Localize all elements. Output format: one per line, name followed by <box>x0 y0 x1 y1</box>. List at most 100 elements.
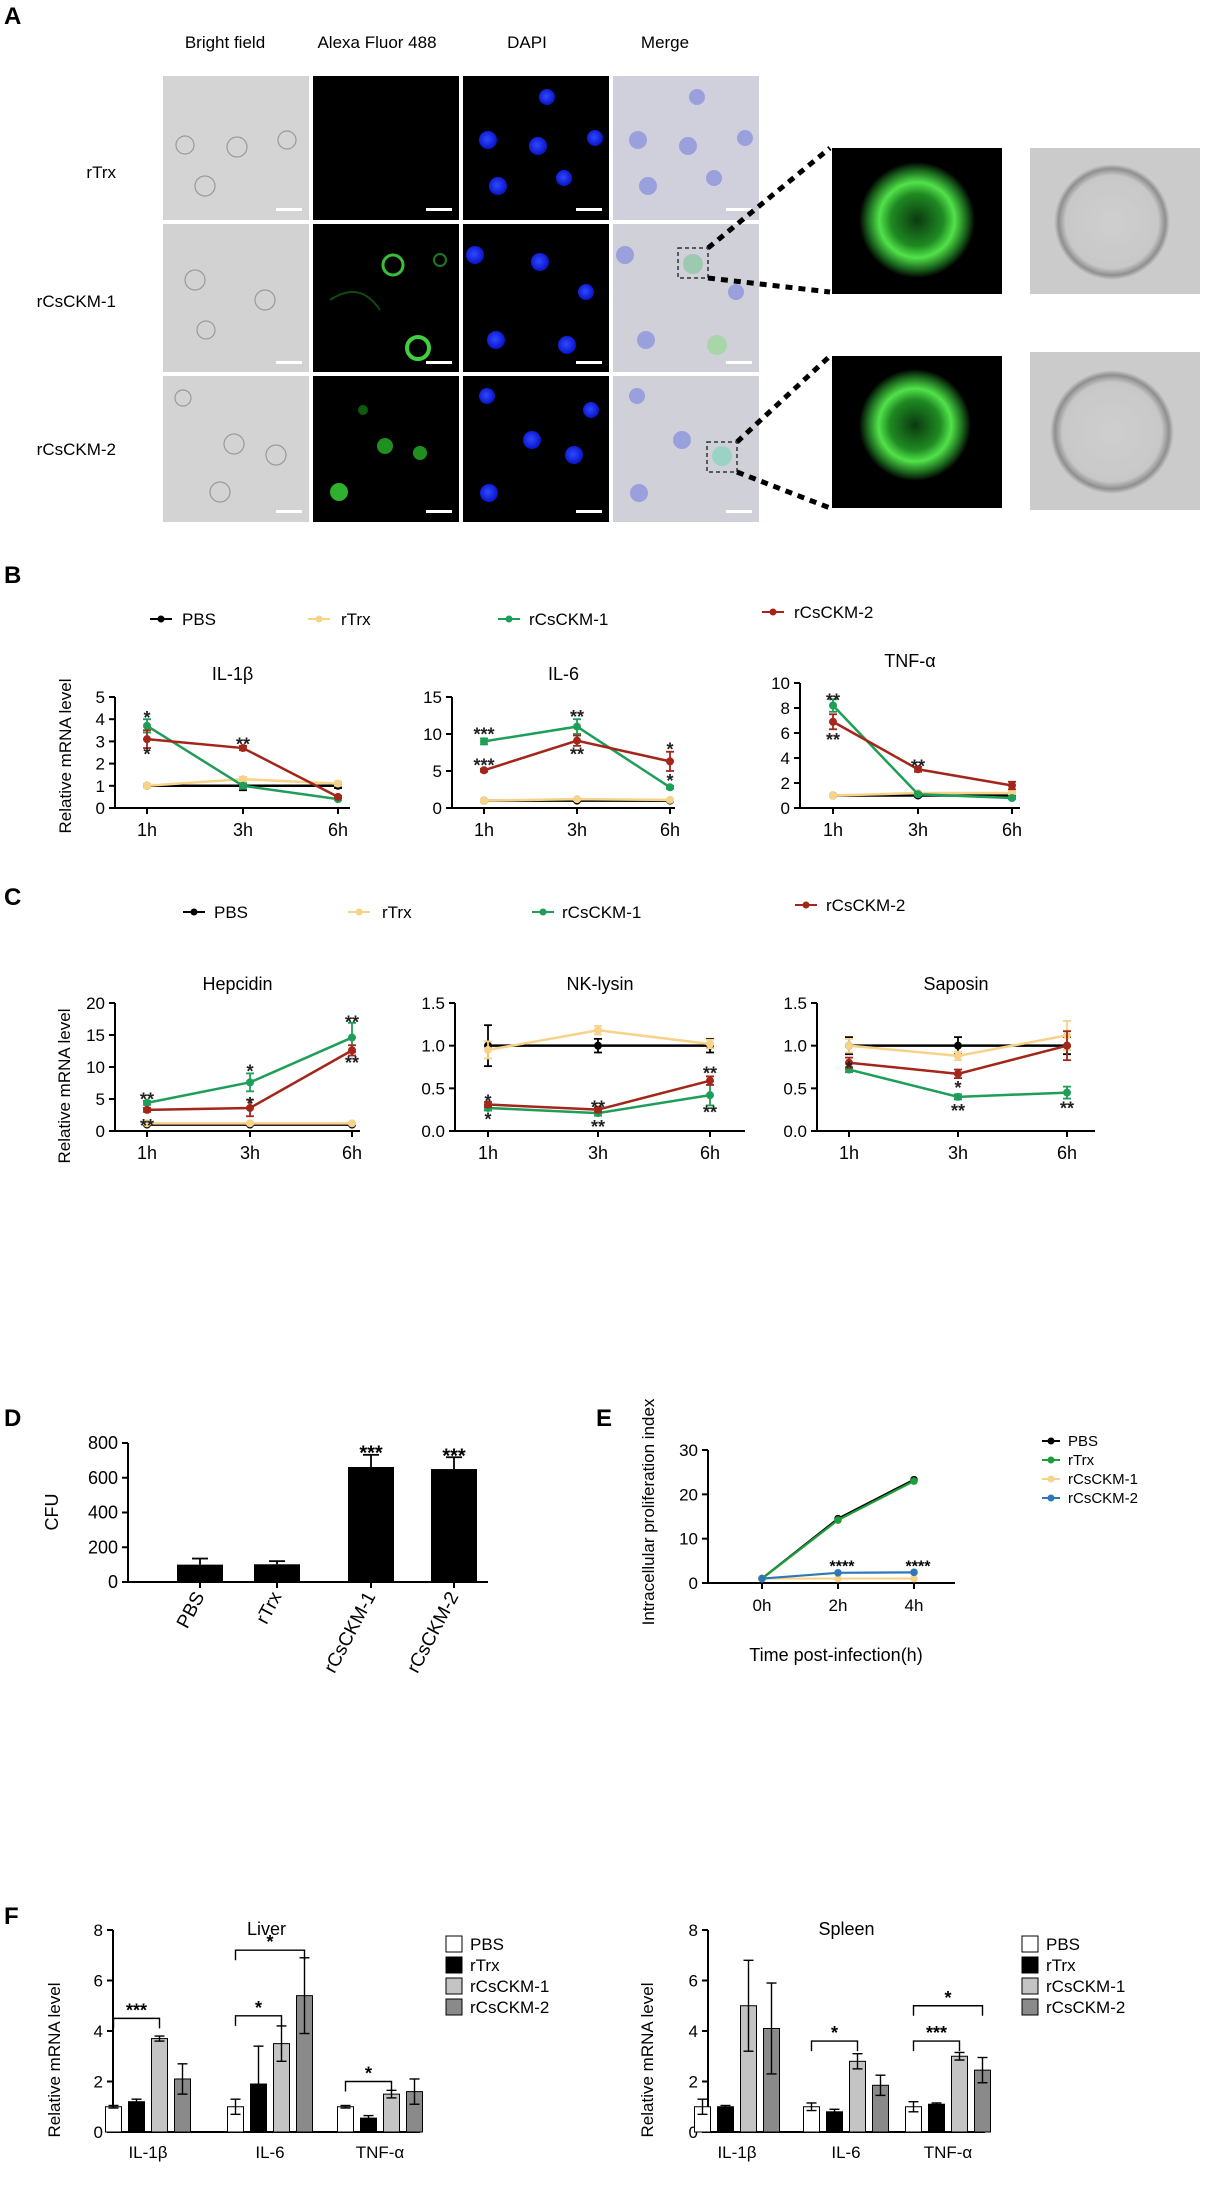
bar-rtrx <box>128 2101 145 2133</box>
significance-label: ** <box>591 1117 605 1137</box>
x-tick-label: 1h <box>478 1143 498 1163</box>
significance-label: ** <box>911 756 925 776</box>
data-point-rtrx <box>954 1051 962 1060</box>
chart-proliferation: Intracellular proliferation index Time po… <box>639 1398 1138 1665</box>
data-point-rcsckm1 <box>573 722 581 731</box>
zoom-connector <box>736 469 831 511</box>
legend-e-marker-rcsckm2 <box>1047 1494 1055 1502</box>
significance-label: **** <box>830 1558 856 1575</box>
zoom-connector <box>735 354 832 444</box>
data-point-rcsckm2 <box>758 1574 766 1583</box>
x-tick-label: 6h <box>342 1143 362 1163</box>
panel-letter-b: B <box>4 562 21 589</box>
data-point-rtrx <box>143 1119 151 1128</box>
x-tick-label: 1h <box>839 1143 859 1163</box>
legend-b-label-rcsckm2: rCsCKM-2 <box>794 603 873 622</box>
legend-f-label-rcsckm1: rCsCKM-1 <box>1046 1977 1125 1996</box>
x-tick-label: 4h <box>905 1596 924 1615</box>
micrograph-rtrx-alexa <box>313 76 459 220</box>
significance-label: ** <box>826 730 840 750</box>
y-tick-label: 4 <box>781 749 790 768</box>
significance-label: ** <box>570 707 584 727</box>
significance-label: * <box>845 1058 852 1078</box>
significance-label: * <box>944 1988 951 2008</box>
significance-bracket <box>344 2080 393 2092</box>
x-tick-label: 3h <box>567 820 587 840</box>
significance-label: ** <box>951 1101 965 1121</box>
y-tick-label: 0 <box>689 2123 698 2142</box>
series-line-rcsckm1 <box>832 704 1013 800</box>
f-ylabel: Relative mRNA level <box>638 1983 657 2138</box>
data-point-rcsckm1 <box>1008 794 1016 802</box>
f-ylabel: Relative mRNA level <box>45 1983 64 2138</box>
y-tick-label: 0 <box>433 799 442 818</box>
chart-title-tnfa: TNF-α <box>884 651 935 671</box>
significance-label: * <box>365 2064 372 2084</box>
micrograph-rcsckm1-bright <box>163 224 309 372</box>
y-tick-label: 0.5 <box>783 1079 807 1098</box>
col-label-bright-field: Bright field <box>185 33 265 52</box>
y-tick-label: 0 <box>96 1122 105 1141</box>
legend-f-label-rtrx: rTrx <box>1046 1956 1076 1975</box>
y-tick-label: 1.0 <box>783 1037 807 1056</box>
y-tick-label: 800 <box>88 1433 118 1453</box>
chart-title-il6: IL-6 <box>548 664 579 684</box>
y-tick-label: 8 <box>781 699 790 718</box>
micrograph-rtrx-dapi <box>463 76 609 220</box>
y-tick-label: 8 <box>689 1921 698 1940</box>
data-point-rcsckm2 <box>706 1076 714 1085</box>
data-point-rcsckm1 <box>914 790 922 799</box>
legend-f-label-pbs: PBS <box>1046 1935 1080 1954</box>
x-tick-label: IL-1β <box>717 2143 756 2162</box>
b-ylabel: Relative mRNA level <box>56 679 75 834</box>
y-tick-label: 1 <box>96 777 105 796</box>
bar-rcsckm2 <box>431 1469 477 1582</box>
chart-title-il1b: IL-1β <box>212 664 253 684</box>
data-point-rtrx <box>239 775 247 784</box>
significance-label: ** <box>570 745 584 765</box>
y-tick-label: 600 <box>88 1468 118 1488</box>
significance-label: * <box>266 1932 273 1952</box>
legend-c-label-pbs: PBS <box>214 903 248 922</box>
bar-rcsckm1 <box>348 1466 394 1582</box>
y-tick-label: 15 <box>423 688 442 707</box>
micrograph-rcsckm2-merge <box>613 376 759 522</box>
significance-label: *** <box>926 2023 947 2043</box>
legend-c-marker-rcsckm2 <box>802 901 810 909</box>
legend-f-label-rcsckm1: rCsCKM-1 <box>470 1977 549 1996</box>
data-point-rcsckm2 <box>484 1100 492 1109</box>
significance-label: * <box>255 1998 262 2018</box>
data-point-rcsckm2 <box>834 1569 842 1577</box>
significance-label: * <box>143 708 150 728</box>
legend-f-label-rcsckm2: rCsCKM-2 <box>1046 1998 1125 2017</box>
significance-label: * <box>954 1078 961 1098</box>
y-tick-label: 6 <box>781 724 790 743</box>
legend-f-swatch-rcsckm2 <box>1021 1998 1039 2016</box>
bar-pbs <box>177 1564 223 1582</box>
x-tick-label: IL-1β <box>128 2143 167 2162</box>
y-tick-label: 1.5 <box>421 994 445 1013</box>
y-tick-label: 5 <box>96 688 105 707</box>
legend-f-swatch-rtrx <box>1021 1956 1039 1974</box>
d-ylabel: CFU <box>42 1494 62 1531</box>
significance-label: **** <box>906 1558 932 1575</box>
panel-letter-f: F <box>4 1903 19 1930</box>
x-tick-label: 6h <box>328 820 348 840</box>
y-tick-label: 0.0 <box>783 1122 807 1141</box>
y-tick-label: 15 <box>86 1026 105 1045</box>
data-point-rtrx <box>348 1119 356 1128</box>
legend-e-label-rcsckm1: rCsCKM-1 <box>1068 1471 1138 1488</box>
bar-pbs <box>337 2106 354 2133</box>
data-point-rcsckm1 <box>834 1574 842 1583</box>
micrograph-rtrx-bright <box>163 76 309 220</box>
data-point-pbs <box>954 1041 962 1050</box>
data-point-rtrx <box>666 795 674 804</box>
micrograph-rcsckm2-bright <box>163 376 309 522</box>
y-tick-label: 4 <box>689 2022 698 2041</box>
y-tick-label: 30 <box>679 1441 698 1460</box>
data-point-rcsckm2 <box>914 765 922 774</box>
y-tick-label: 10 <box>86 1058 105 1077</box>
